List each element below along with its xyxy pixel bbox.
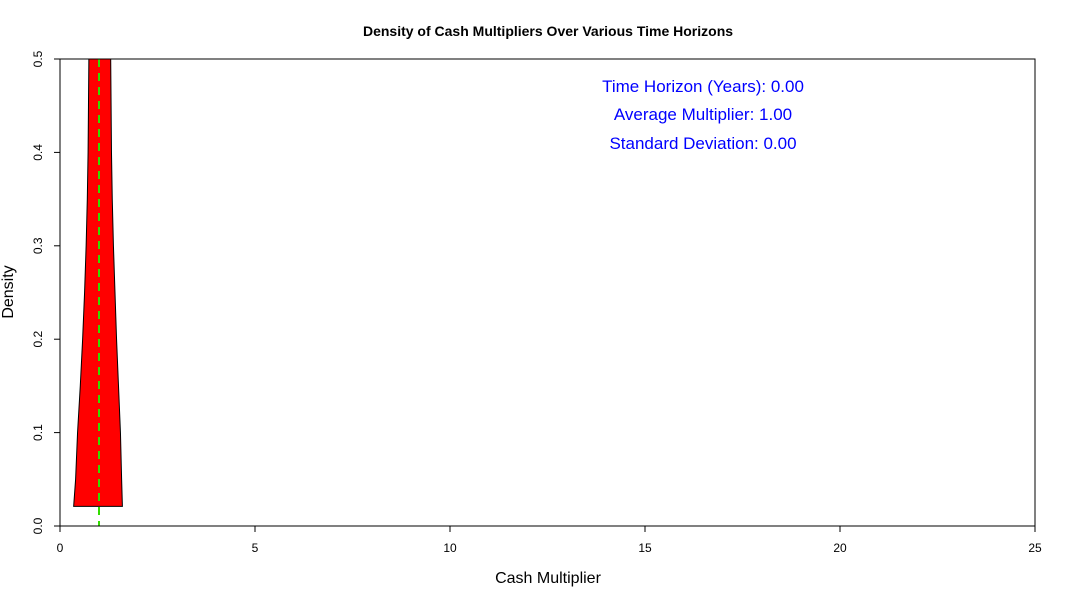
y-axis-label: Density [0, 265, 17, 318]
annotation-standard-deviation: Standard Deviation: 0.00 [609, 134, 796, 153]
x-tick-label: 15 [638, 541, 652, 555]
y-tick-label: 0.3 [31, 237, 45, 254]
x-tick-label: 20 [833, 541, 847, 555]
plot-frame [59, 58, 1036, 527]
y-tick-label: 0.4 [31, 144, 45, 161]
x-axis: 0 5 10 15 20 25 [57, 526, 1042, 555]
annotation-time-horizon: Time Horizon (Years): 0.00 [602, 77, 804, 96]
x-tick-label: 5 [252, 541, 259, 555]
x-tick-label: 0 [57, 541, 64, 555]
stats-annotation: Time Horizon (Years): 0.00 Average Multi… [602, 77, 804, 153]
y-tick-label: 0.1 [31, 424, 45, 441]
x-tick-label: 10 [443, 541, 457, 555]
x-tick-label: 25 [1028, 541, 1042, 555]
y-tick-label: 0.5 [31, 50, 45, 67]
y-tick-label: 0.2 [31, 331, 45, 348]
x-axis-label: Cash Multiplier [495, 570, 601, 587]
annotation-average-multiplier: Average Multiplier: 1.00 [614, 105, 792, 124]
chart-title: Density of Cash Multipliers Over Various… [363, 23, 733, 39]
y-tick-label: 0.0 [31, 517, 45, 534]
y-axis: 0.0 0.1 0.2 0.3 0.4 0.5 [31, 50, 60, 534]
plot-area [73, 58, 123, 526]
